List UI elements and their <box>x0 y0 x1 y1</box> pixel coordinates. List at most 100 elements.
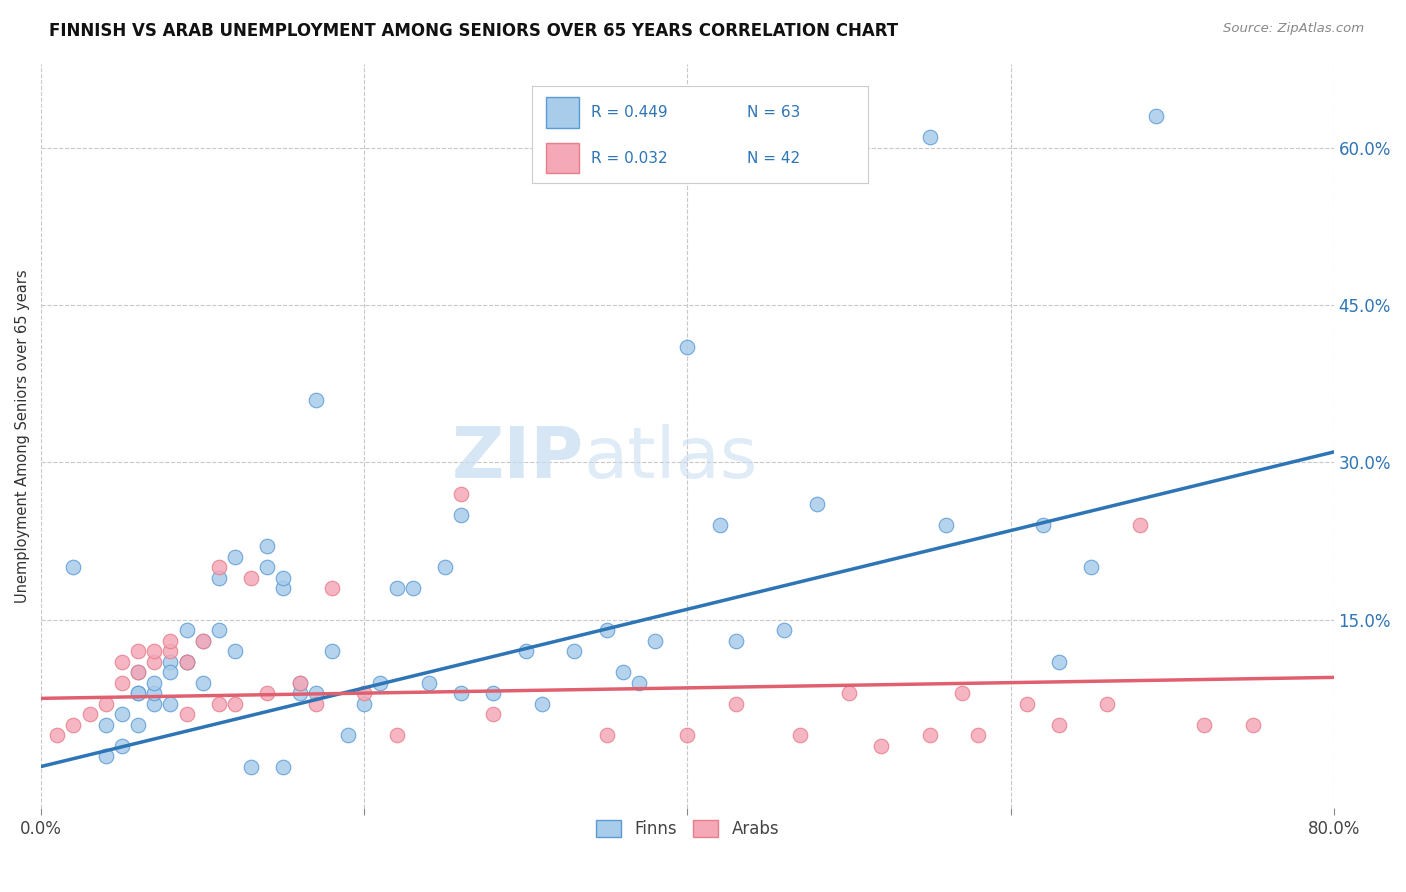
Point <box>418 675 440 690</box>
Point <box>46 728 69 742</box>
Point <box>224 549 246 564</box>
Point <box>1144 110 1167 124</box>
Point <box>806 497 828 511</box>
Point <box>256 686 278 700</box>
Point <box>159 697 181 711</box>
Point <box>191 633 214 648</box>
Point <box>321 644 343 658</box>
Point <box>143 644 166 658</box>
Point <box>256 539 278 553</box>
Point <box>1194 717 1216 731</box>
Point <box>595 728 617 742</box>
Point <box>709 518 731 533</box>
Point <box>676 340 699 354</box>
Point <box>208 624 231 638</box>
Point <box>111 675 134 690</box>
Point <box>918 728 941 742</box>
Point <box>176 655 198 669</box>
Point <box>159 655 181 669</box>
Point <box>273 571 295 585</box>
Point <box>224 697 246 711</box>
Point <box>127 686 149 700</box>
Point <box>127 665 149 680</box>
Point <box>288 675 311 690</box>
Point <box>305 392 328 407</box>
Point <box>176 624 198 638</box>
Point <box>191 633 214 648</box>
Point <box>1032 518 1054 533</box>
Point <box>385 581 408 595</box>
Point <box>143 675 166 690</box>
Point <box>111 655 134 669</box>
Point <box>176 707 198 722</box>
Point <box>627 675 650 690</box>
Y-axis label: Unemployment Among Seniors over 65 years: Unemployment Among Seniors over 65 years <box>15 269 30 603</box>
Point <box>1047 717 1070 731</box>
Point <box>1047 655 1070 669</box>
Point <box>450 487 472 501</box>
Point <box>1080 560 1102 574</box>
Point <box>321 581 343 595</box>
Point <box>434 560 457 574</box>
Point <box>127 665 149 680</box>
Point <box>918 130 941 145</box>
Point <box>240 571 263 585</box>
Point <box>127 686 149 700</box>
Point <box>562 644 585 658</box>
Point <box>176 655 198 669</box>
Point <box>273 581 295 595</box>
Point <box>305 697 328 711</box>
Point <box>62 717 84 731</box>
Point <box>127 717 149 731</box>
Point <box>950 686 973 700</box>
Point <box>111 739 134 753</box>
Text: ZIP: ZIP <box>451 424 583 493</box>
Point <box>789 728 811 742</box>
Point <box>1241 717 1264 731</box>
Text: Source: ZipAtlas.com: Source: ZipAtlas.com <box>1223 22 1364 36</box>
Point <box>450 686 472 700</box>
Point <box>450 508 472 522</box>
Point <box>482 707 505 722</box>
Point <box>208 571 231 585</box>
Point <box>62 560 84 574</box>
Point <box>353 697 375 711</box>
Point <box>967 728 990 742</box>
Point <box>288 686 311 700</box>
Point <box>159 633 181 648</box>
Point <box>838 686 860 700</box>
Point <box>224 644 246 658</box>
Point <box>191 675 214 690</box>
Point <box>676 728 699 742</box>
Point <box>870 739 893 753</box>
Point <box>159 665 181 680</box>
Point <box>305 686 328 700</box>
Point <box>208 697 231 711</box>
Point <box>111 707 134 722</box>
Point <box>337 728 360 742</box>
Point <box>273 759 295 773</box>
Point <box>79 707 101 722</box>
Point <box>94 717 117 731</box>
Point <box>482 686 505 700</box>
Point <box>288 675 311 690</box>
Point <box>240 759 263 773</box>
Point <box>935 518 957 533</box>
Point <box>143 697 166 711</box>
Point <box>94 749 117 764</box>
Point <box>773 624 796 638</box>
Point <box>370 675 392 690</box>
Point <box>127 644 149 658</box>
Point <box>385 728 408 742</box>
Point <box>159 644 181 658</box>
Legend: Finns, Arabs: Finns, Arabs <box>589 814 786 845</box>
Point <box>724 697 747 711</box>
Point <box>176 655 198 669</box>
Point <box>208 560 231 574</box>
Point <box>1129 518 1152 533</box>
Point <box>724 633 747 648</box>
Text: FINNISH VS ARAB UNEMPLOYMENT AMONG SENIORS OVER 65 YEARS CORRELATION CHART: FINNISH VS ARAB UNEMPLOYMENT AMONG SENIO… <box>49 22 898 40</box>
Point <box>1015 697 1038 711</box>
Point <box>353 686 375 700</box>
Point <box>644 633 666 648</box>
